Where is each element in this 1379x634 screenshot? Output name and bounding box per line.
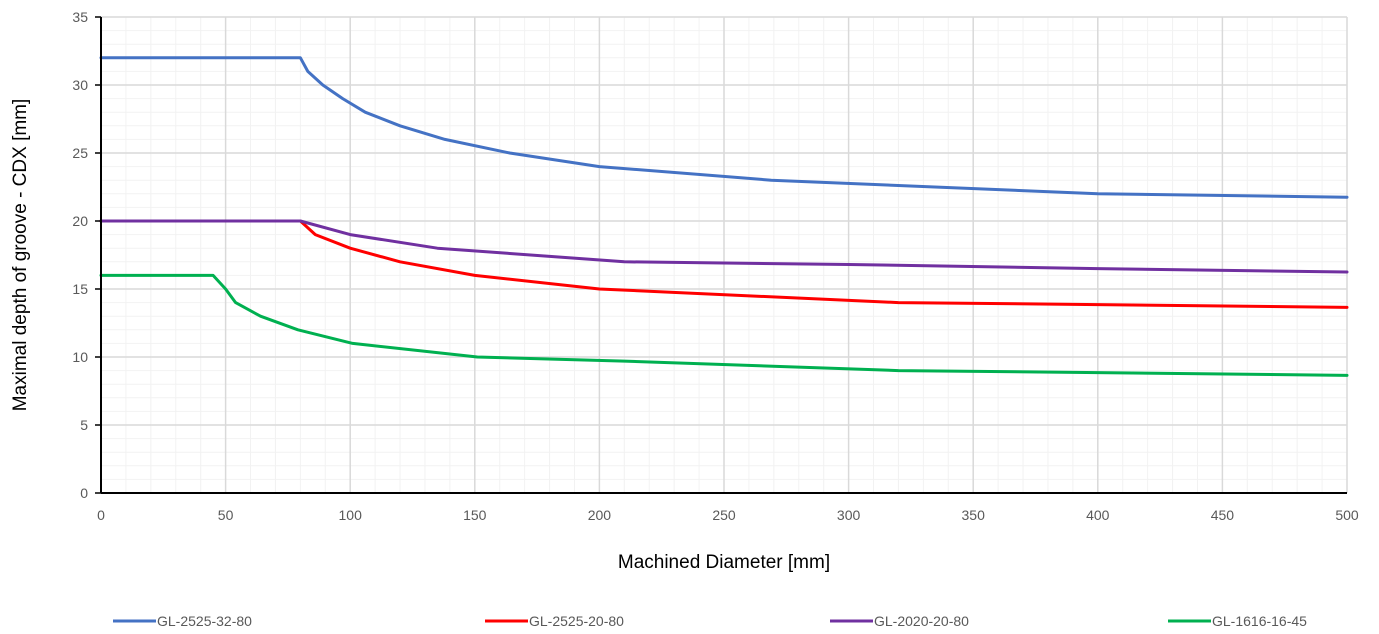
x-tick-label: 300 — [837, 507, 861, 523]
x-tick-label: 0 — [97, 507, 105, 523]
y-tick-labels: 0 5 10 15 20 25 30 35 — [72, 9, 88, 501]
legend: GL-2525-32-80 GL-2525-20-80 GL-2020-20-80 G… — [113, 613, 1307, 629]
series-line-gl-2525-20-80 — [99, 219, 1349, 309]
y-tick-label: 35 — [72, 9, 88, 25]
y-axis-title: Maximal depth of groove - CDX [mm] — [10, 99, 31, 412]
x-tick-label: 350 — [962, 507, 986, 523]
major-gridlines — [101, 16, 1348, 493]
x-tick-label: 500 — [1335, 507, 1359, 523]
legend-label: GL-2525-32-80 — [157, 613, 252, 629]
y-tick-label: 20 — [72, 213, 88, 229]
series-line-gl-2525-32-80 — [99, 56, 1349, 199]
y-tick-label: 30 — [72, 77, 88, 93]
x-tick-label: 200 — [588, 507, 612, 523]
y-tick-label: 15 — [72, 281, 88, 297]
x-tick-label: 50 — [218, 507, 234, 523]
y-tick-label: 25 — [72, 145, 88, 161]
axes — [95, 16, 1347, 494]
y-tick-label: 10 — [72, 349, 88, 365]
x-tick-label: 400 — [1086, 507, 1110, 523]
x-axis-title: Machined Diameter [mm] — [618, 552, 830, 573]
x-tick-labels: 0 50 100 150 200 250 300 350 400 450 500 — [97, 507, 1359, 523]
y-tick-label: 5 — [80, 417, 88, 433]
x-tick-label: 450 — [1211, 507, 1235, 523]
legend-label: GL-2020-20-80 — [874, 613, 969, 629]
x-tick-label: 250 — [712, 507, 736, 523]
y-tick-label: 0 — [80, 485, 88, 501]
series-lines — [99, 56, 1349, 377]
x-tick-label: 150 — [463, 507, 487, 523]
legend-label: GL-1616-16-45 — [1212, 613, 1307, 629]
x-tick-label: 100 — [339, 507, 363, 523]
series-line-gl-1616-16-45 — [99, 273, 1349, 377]
series-line-gl-2020-20-80 — [99, 219, 1349, 274]
legend-label: GL-2525-20-80 — [529, 613, 624, 629]
